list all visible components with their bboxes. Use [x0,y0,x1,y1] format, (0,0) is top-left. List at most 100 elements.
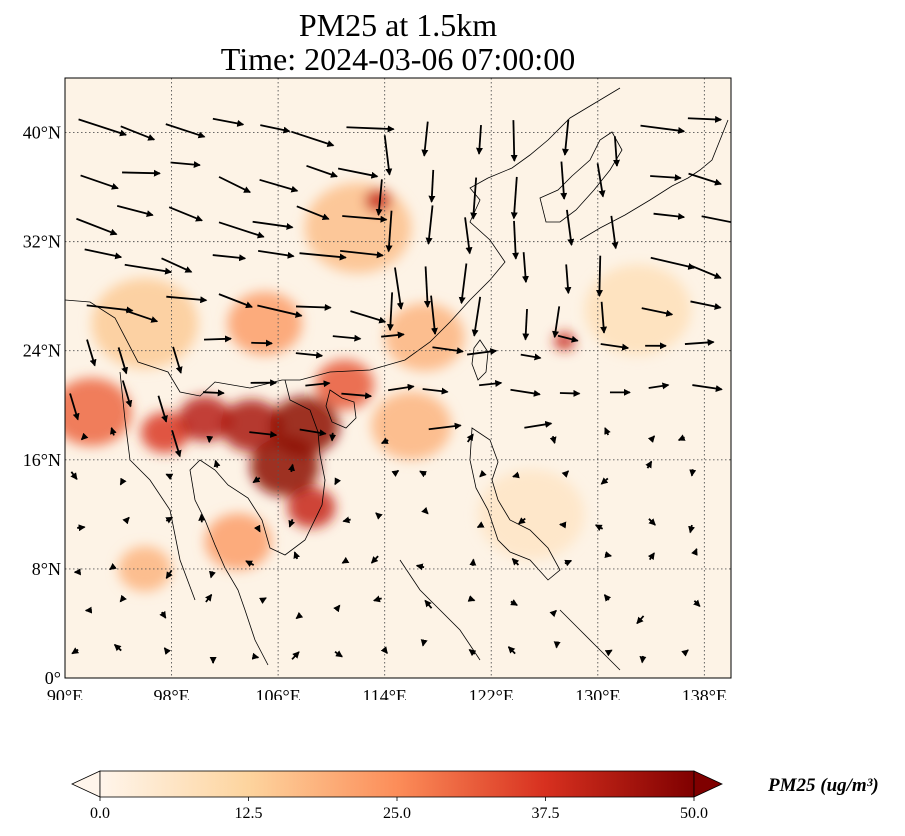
wind-arrow [159,610,167,619]
colorbar-tick-label: 12.5 [235,805,263,822]
wind-arrow [610,215,619,250]
wind-arrow [650,174,682,182]
wind-arrow [341,392,373,400]
wind-arrow [687,115,723,123]
wind-arrow [260,124,291,134]
colorbar-label: PM25 (ug/m³) [768,775,879,796]
wind-arrow [600,477,609,485]
pm25-hotspot [287,487,336,528]
wind-arrow [252,476,261,484]
wind-arrow [641,307,674,317]
wind-arrow [161,257,193,273]
wind-arrow [213,459,221,468]
wind-arrow [257,304,303,318]
pm25-hotspot [371,391,452,460]
wind-arrow [420,639,428,647]
wind-arrow [212,117,245,127]
wind-arrow [291,651,300,660]
wind-arrow [334,477,341,486]
wind-arrow [650,256,696,270]
wind-arrow [549,435,557,444]
colorbar-tick-label: 50.0 [680,805,708,822]
map-frame [64,77,732,679]
pm25-hotspot [584,264,692,356]
pm25-hotspot [140,412,189,453]
wind-arrow [171,430,182,458]
map-background [65,78,731,678]
wind-arrow [604,649,613,657]
wind-arrow [557,334,579,343]
wind-arrow [428,169,436,203]
wind-arrow [475,124,483,155]
y-tick-label: 40°N [23,123,61,143]
wind-arrow [653,212,686,220]
wind-arrow [512,471,520,479]
wind-arrow [521,252,529,284]
wind-arrow [198,513,206,523]
wind-arrow [640,124,686,134]
wind-arrow [422,387,449,395]
wind-arrow [122,169,161,177]
wind-arrow [648,518,656,526]
wind-arrow [600,301,608,334]
wind-arrow [119,477,127,486]
map-plot: 90°E 98°E 106°E 114°E 122°E 130°E 138°E 0° 8°N 16… [23,77,732,700]
wind-arrow [170,161,201,169]
wind-arrow [71,647,80,655]
wind-arrow [645,460,653,469]
wind-arrow [647,435,656,443]
wind-arrow [109,562,117,571]
wind-arrow [295,611,304,620]
wind-arrow [209,570,216,579]
wind-arrow [295,303,332,311]
wind-arrow [202,389,225,397]
wind-arrow [165,569,173,580]
wind-arrow [552,306,561,339]
wind-arrow [110,426,117,436]
wind-arrow [380,646,388,654]
wind-arrow [464,217,473,255]
wind-arrow [469,558,477,566]
wind-arrow [218,221,265,239]
wind-arrow [524,420,553,429]
wind-arrow [388,383,415,392]
wind-arrow [78,118,127,137]
wind-arrow [165,123,206,139]
pm25-hotspot [178,396,232,442]
wind-arrow [688,524,695,534]
wind-arrow [468,649,477,657]
wind-arrow [86,339,97,367]
wind-arrow [466,348,498,356]
wind-arrow [172,346,183,374]
wind-arrow [341,556,350,564]
wind-arrow [257,250,295,259]
wind-arrow [116,205,154,218]
wind-arrow [125,310,159,323]
wind-arrow [370,555,379,564]
wind-arrow [425,205,434,245]
wind-arrow [603,594,612,602]
wind-arrow [76,217,118,236]
wind-arrow [430,295,438,335]
wind-arrow [166,295,208,304]
wind-arrow [333,604,341,613]
wind-arrow [288,463,295,473]
wind-arrow [296,205,330,221]
x-tick-label: 90°E [47,686,83,700]
wind-arrow [688,172,722,186]
y-tick-label: 16°N [23,450,61,470]
wind-arrow [604,427,611,436]
wind-arrow [564,264,572,295]
gridlines [64,78,731,679]
wind-arrow [212,254,247,262]
wind-arrow [334,650,343,658]
wind-arrow [163,647,171,655]
x-tick-label: 130°E [575,686,620,700]
wind-arrow [165,516,174,524]
wind-arrow [647,552,655,561]
pm25-hotspot [118,546,172,592]
wind-arrow [386,292,394,332]
wind-arrow [517,517,526,525]
wind-arrow [561,119,570,156]
wind-arrow [375,512,383,520]
